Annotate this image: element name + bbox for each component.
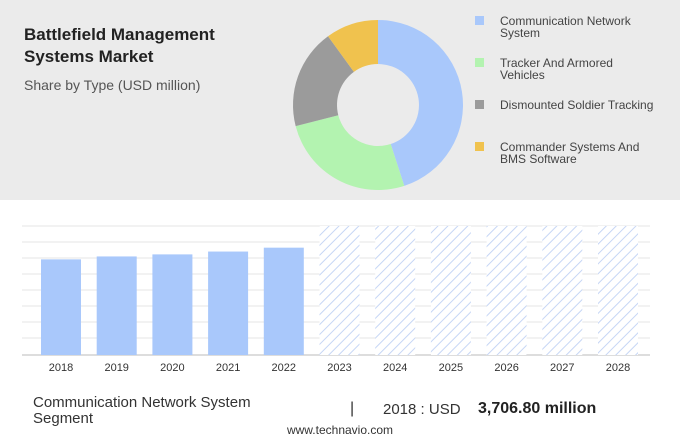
legend-swatch — [475, 16, 484, 25]
x-tick-label: 2021 — [216, 362, 240, 374]
year-label: 2018 : USD — [383, 401, 461, 418]
source: www.technavio.com — [286, 423, 394, 437]
x-tick-label: 2022 — [272, 362, 296, 374]
value-label: 3,706.80 million — [478, 400, 597, 417]
chart-title: Battlefield Management Systems Market — [24, 25, 215, 66]
legend-swatch — [475, 100, 484, 109]
x-tick-label: 2019 — [104, 362, 128, 374]
x-tick-label: 2020 — [160, 362, 184, 374]
legend-label: Commander Systems And BMS Software — [500, 140, 640, 166]
donut-segment — [292, 36, 354, 127]
segment-label: Communication Network System Segment — [33, 394, 251, 427]
bar — [208, 251, 249, 355]
forecast-placeholder — [375, 226, 416, 355]
separator: | — [350, 400, 355, 417]
donut-segment — [378, 20, 464, 186]
forecast-placeholder — [430, 226, 471, 355]
bar — [41, 259, 81, 355]
legend-swatch — [475, 58, 484, 67]
forecast-placeholder — [598, 226, 638, 355]
legend-label: Dismounted Soldier Tracking — [500, 98, 654, 112]
x-tick-label: 2028 — [606, 362, 630, 374]
forecast-placeholder — [319, 226, 360, 355]
legend-swatch — [475, 142, 484, 151]
x-tick-label: 2027 — [550, 362, 574, 374]
legend-label: Tracker And Armored Vehicles — [500, 56, 613, 82]
x-tick-label: 2024 — [383, 362, 407, 374]
forecast-placeholder — [486, 226, 527, 355]
donut-segment — [328, 20, 378, 72]
bar — [96, 256, 137, 355]
x-tick-label: 2025 — [439, 362, 463, 374]
forecast-placeholder — [542, 226, 583, 355]
bar — [263, 247, 304, 355]
x-tick-label: 2026 — [494, 362, 518, 374]
chart-subtitle: Share by Type (USD million) — [24, 77, 201, 93]
legend-label: Communication Network System — [500, 14, 631, 40]
x-tick-label: 2018 — [49, 362, 73, 374]
x-tick-label: 2023 — [327, 362, 351, 374]
donut-segment — [295, 115, 405, 191]
bar — [152, 254, 193, 355]
